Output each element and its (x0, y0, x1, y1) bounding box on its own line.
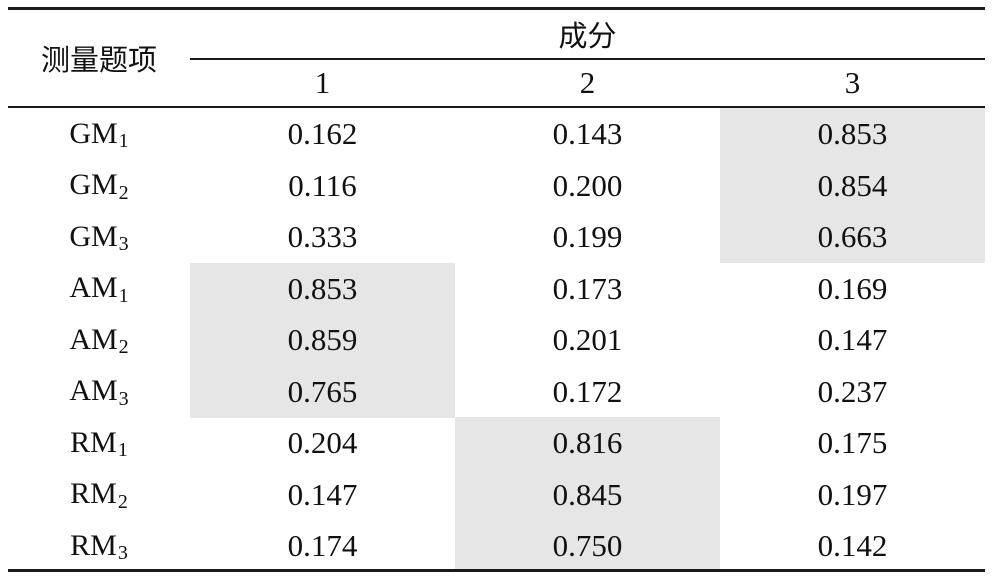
row-label: AM 1 (8, 263, 190, 315)
row-label: RM 1 (8, 417, 190, 469)
value-cell: 0.816 (455, 417, 720, 469)
column-header-3: 3 (844, 65, 861, 100)
value-cell: 0.853 (190, 262, 455, 315)
value-cell: 0.174 (287, 528, 358, 563)
item-name: AM (69, 374, 118, 408)
value-cell: 0.172 (552, 373, 623, 409)
value-cell: 0.333 (287, 219, 358, 254)
value-cell: 0.142 (817, 528, 888, 563)
row-label: GM 3 (8, 211, 190, 263)
value-cell: 0.859 (190, 314, 455, 366)
item-name: GM (69, 168, 118, 202)
value-cell: 0.173 (552, 270, 623, 306)
value-cell: 0.162 (287, 116, 358, 151)
item-name: AM (69, 322, 118, 356)
item-subscript: 1 (117, 439, 128, 462)
header-rule (8, 106, 985, 108)
row-label: AM 2 (8, 314, 190, 366)
item-name: RM (70, 425, 117, 459)
bottom-rule (8, 569, 985, 572)
value-cell: 0.169 (817, 270, 888, 306)
item-subscript: 3 (118, 233, 129, 256)
value-cell: 0.204 (287, 425, 358, 460)
value-cell: 0.147 (287, 476, 358, 512)
value-cell: 0.765 (190, 365, 455, 418)
row-label: RM 3 (8, 520, 190, 572)
value-cell: 0.854 (720, 159, 985, 212)
value-cell: 0.750 (455, 520, 720, 572)
item-subscript: 2 (118, 181, 129, 204)
item-subscript: 1 (118, 284, 129, 307)
value-cell: 0.116 (288, 167, 357, 203)
value-cell: 0.147 (817, 322, 888, 357)
item-subscript: 3 (118, 387, 129, 410)
item-name: GM (69, 219, 118, 253)
top-rule (8, 7, 985, 10)
item-subscript: 2 (117, 490, 128, 513)
value-cell: 0.663 (720, 211, 985, 263)
row-header: 测量题项 (40, 43, 157, 77)
column-header-1: 1 (314, 65, 331, 100)
row-label: AM 3 (8, 366, 190, 418)
value-cell: 0.175 (817, 425, 888, 460)
group-header: 成分 (558, 19, 617, 53)
value-cell: 0.237 (817, 373, 888, 409)
value-cell: 0.200 (552, 167, 623, 203)
row-label: GM 1 (8, 108, 190, 160)
item-name: AM (69, 271, 118, 305)
value-cell: 0.199 (552, 219, 623, 254)
value-cell: 0.197 (817, 476, 888, 512)
value-cell: 0.143 (552, 116, 623, 151)
item-name: GM (69, 116, 118, 150)
row-label: GM 2 (8, 160, 190, 212)
value-cell: 0.201 (552, 322, 623, 357)
value-cell: 0.845 (455, 468, 720, 521)
row-label: RM 2 (8, 469, 190, 521)
column-header-2: 2 (579, 65, 596, 100)
item-subscript: 1 (118, 130, 129, 153)
item-subscript: 2 (118, 336, 129, 359)
group-rule (190, 58, 985, 60)
item-subscript: 3 (117, 542, 128, 565)
value-cell: 0.853 (720, 108, 985, 160)
item-name: RM (70, 528, 117, 562)
item-name: RM (70, 477, 117, 511)
